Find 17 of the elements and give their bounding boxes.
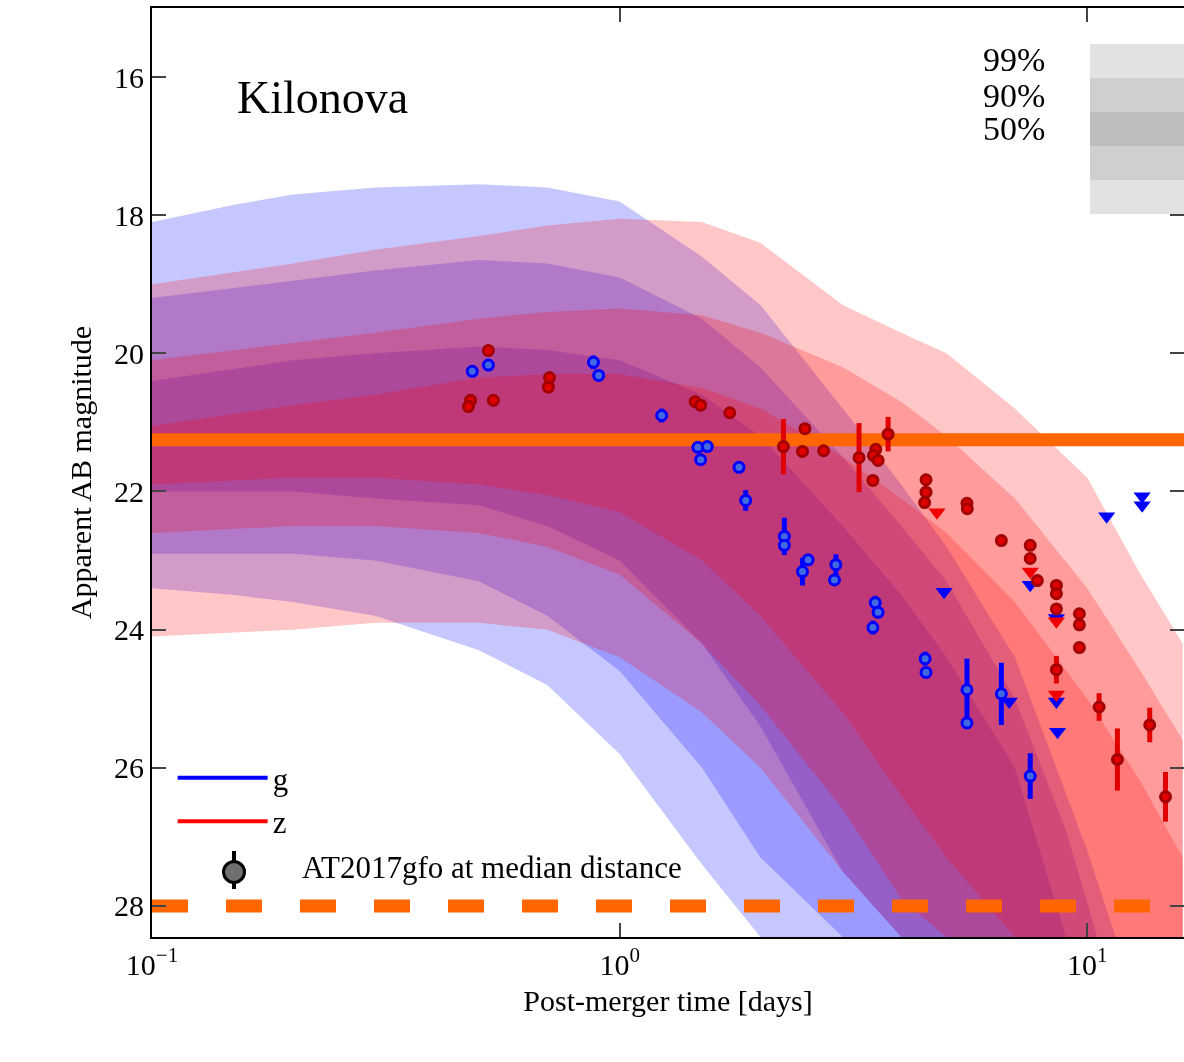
y-tick-label: 28: [114, 889, 144, 923]
x-tick-label: 10$^{0}$: [599, 943, 640, 981]
y-tick-label: 18: [114, 198, 144, 232]
y-tick-label: 20: [114, 336, 144, 370]
y-tick-label: 26: [114, 751, 144, 785]
y-tick-label: 16: [114, 60, 144, 94]
legend-label: z: [272, 805, 287, 841]
annotation: AT2017gfo at median distance: [302, 850, 682, 885]
y-tick-label: 22: [114, 474, 144, 508]
y-axis-title: Apparent AB magnitude: [63, 325, 97, 620]
x-tick-label: 10$^{−1}$: [125, 943, 179, 981]
legend-label: g: [272, 761, 289, 797]
x-axis-title: Post-merger time [days]: [523, 984, 813, 1017]
x-tick-label: 10$^{1}$: [1067, 943, 1108, 981]
annotation: 99%: [983, 41, 1046, 78]
y-tick-label: 24: [114, 613, 144, 647]
annotation: Kilonova: [237, 72, 409, 123]
